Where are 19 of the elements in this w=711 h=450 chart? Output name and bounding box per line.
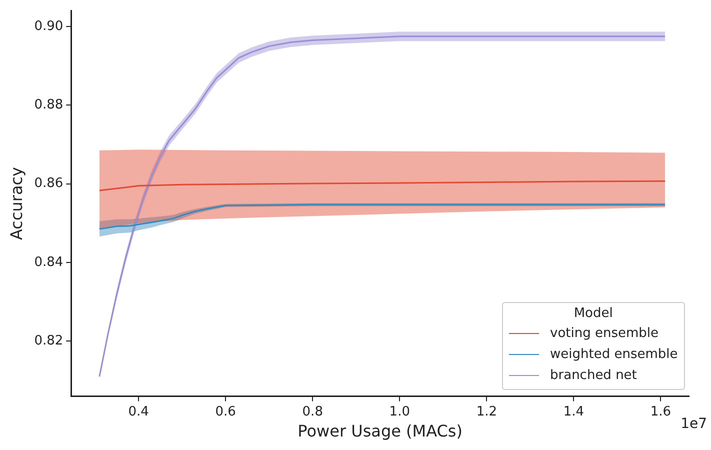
text: 1e7 bbox=[680, 416, 707, 432]
legend-label: branched net bbox=[550, 368, 637, 384]
y-tick-label: 0.86 bbox=[34, 176, 64, 192]
legend-label: voting ensemble bbox=[550, 326, 659, 342]
x-tick-label: 1.2 bbox=[476, 404, 498, 420]
legend-title: Model bbox=[572, 306, 614, 322]
x-tick-label: 1.0 bbox=[389, 404, 410, 420]
x-axis-title: Power Usage (MACs) bbox=[298, 422, 462, 441]
x-tick-label: 0.8 bbox=[302, 404, 323, 420]
x-tick-label: 1.4 bbox=[563, 404, 584, 420]
y-axis-title: Accuracy bbox=[6, 166, 26, 240]
y-tick-label: 0.84 bbox=[34, 254, 64, 270]
y-tick-label: 0.90 bbox=[34, 18, 64, 34]
x-tick-label: 0.6 bbox=[215, 404, 236, 420]
x-tick-label: 1.6 bbox=[650, 404, 672, 420]
x-tick-label: 0.4 bbox=[128, 404, 149, 420]
legend-label: weighted ensemble bbox=[550, 347, 678, 362]
y-tick-label: 0.88 bbox=[34, 98, 64, 113]
y-tick-label: 0.82 bbox=[34, 334, 64, 349]
